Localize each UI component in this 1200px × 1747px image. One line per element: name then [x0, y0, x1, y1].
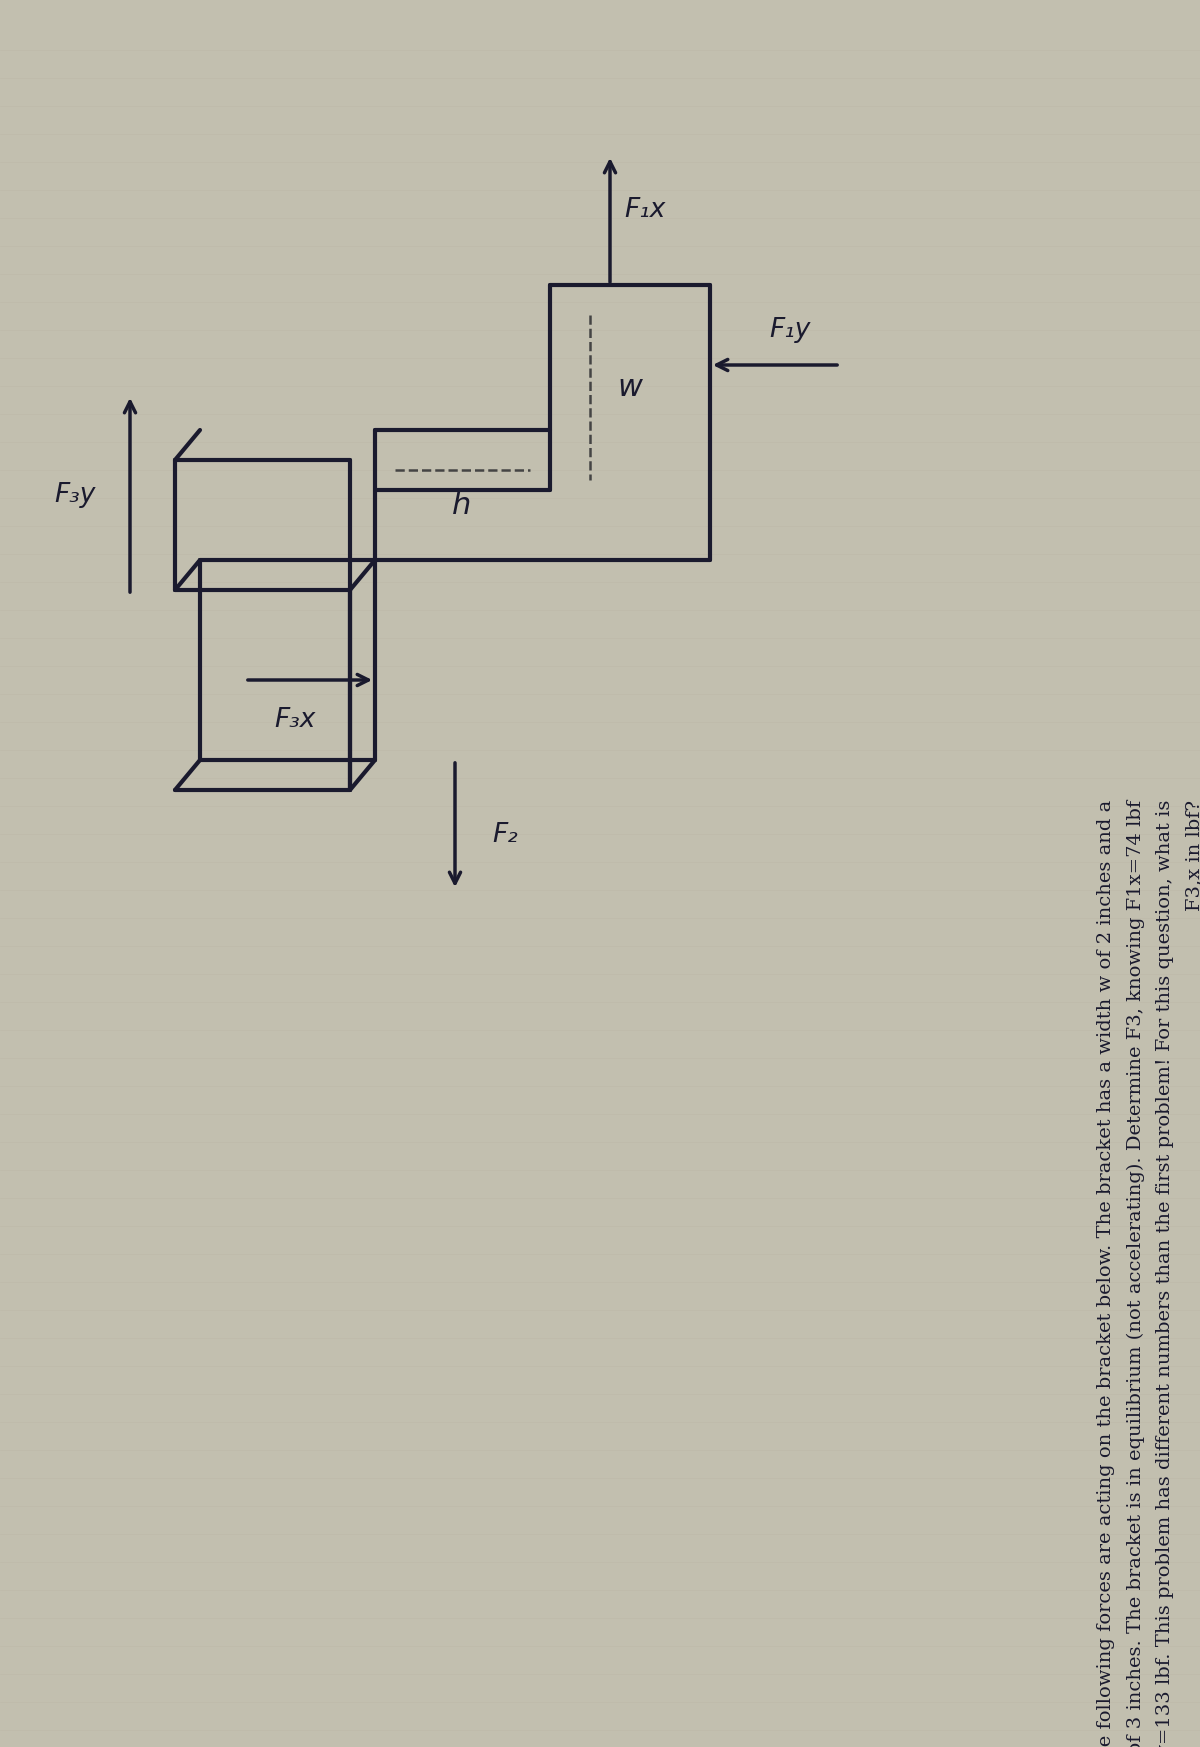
Text: F₃x: F₃x	[275, 708, 316, 734]
Text: F₂: F₂	[492, 823, 518, 847]
Text: w: w	[618, 372, 642, 402]
Text: F₁y: F₁y	[769, 316, 811, 342]
Text: h: h	[452, 491, 472, 519]
Text: F₁x: F₁x	[624, 197, 666, 224]
Text: F₃y: F₃y	[54, 482, 96, 508]
Text: The following forces are acting on the bracket below. The bracket has a width w : The following forces are acting on the b…	[1097, 800, 1200, 1747]
